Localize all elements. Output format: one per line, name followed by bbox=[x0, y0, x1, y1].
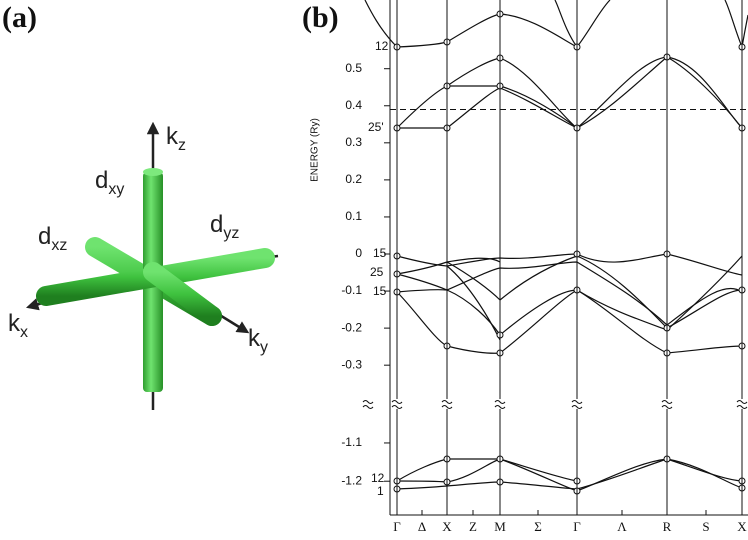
band bbox=[364, 0, 748, 48]
break-mark bbox=[661, 400, 673, 409]
axis-label: ky bbox=[248, 325, 268, 356]
band bbox=[396, 56, 743, 129]
level-label: 25 bbox=[370, 265, 384, 279]
panel-label: (a) bbox=[2, 1, 37, 34]
symmetry-label: Σ bbox=[534, 519, 542, 534]
bands bbox=[364, 0, 748, 492]
symmetry-label: Z bbox=[469, 519, 477, 534]
band bbox=[396, 0, 611, 48]
y-tick-label: -0.3 bbox=[341, 357, 362, 371]
y-tick-label: 0.5 bbox=[345, 61, 362, 75]
break-gap bbox=[392, 399, 402, 409]
symmetry-label: Δ bbox=[418, 519, 426, 534]
y-axis-label: ENERGY (Ry) bbox=[310, 118, 321, 182]
symmetry-label: R bbox=[663, 519, 672, 534]
level-label: 15 bbox=[373, 246, 387, 260]
y-tick-label: 0.1 bbox=[345, 209, 362, 223]
band bbox=[396, 458, 578, 482]
break-mark bbox=[391, 400, 403, 409]
y-tick-label: -1.1 bbox=[341, 435, 362, 449]
break-gap bbox=[363, 399, 373, 409]
symmetry-label: Γ bbox=[573, 519, 581, 534]
dxz-front bbox=[143, 262, 222, 326]
orbital-label: dxz bbox=[38, 223, 67, 254]
break-mark bbox=[441, 400, 453, 409]
level-label: 25' bbox=[368, 120, 384, 134]
y-tick-label: -0.1 bbox=[341, 283, 362, 297]
panel-label: (b) bbox=[302, 1, 339, 34]
y-tick-label: 0.2 bbox=[345, 172, 362, 186]
break-mark bbox=[362, 400, 374, 409]
break-mark bbox=[494, 400, 506, 409]
y-tick-label: 0 bbox=[355, 246, 362, 260]
break-gap bbox=[662, 399, 672, 409]
level-label: 1 bbox=[377, 484, 384, 498]
break-mark bbox=[736, 400, 748, 409]
orbital-diagram bbox=[25, 121, 279, 410]
band bbox=[446, 57, 578, 129]
y-tick-label: -1.2 bbox=[341, 473, 362, 487]
break-mark bbox=[571, 400, 583, 409]
symmetry-label: M bbox=[494, 519, 506, 534]
band bbox=[446, 257, 501, 341]
break-gap bbox=[572, 399, 582, 409]
y-tick-label: 0.4 bbox=[345, 98, 362, 112]
symmetry-label: X bbox=[737, 519, 747, 534]
orbital-label: dyz bbox=[210, 211, 239, 242]
symmetry-label: Λ bbox=[617, 519, 627, 534]
axis-label: kx bbox=[8, 310, 28, 341]
break-gap bbox=[737, 399, 747, 409]
cap bbox=[143, 168, 163, 176]
level-label: 12 bbox=[375, 39, 389, 53]
break-gap bbox=[495, 399, 505, 409]
axis-label: kz bbox=[166, 123, 186, 154]
y-tick-label: -0.2 bbox=[341, 320, 362, 334]
level-label: 12 bbox=[371, 471, 385, 485]
symmetry-label: X bbox=[442, 519, 452, 534]
orbital-label: dxy bbox=[95, 167, 124, 198]
symmetry-label: S bbox=[702, 519, 709, 534]
symmetry-label: Γ bbox=[393, 519, 401, 534]
y-tick-label: 0.3 bbox=[345, 135, 362, 149]
band bbox=[396, 261, 743, 326]
level-label: 15 bbox=[373, 284, 387, 298]
break-gap bbox=[442, 399, 452, 409]
band bbox=[396, 253, 743, 276]
